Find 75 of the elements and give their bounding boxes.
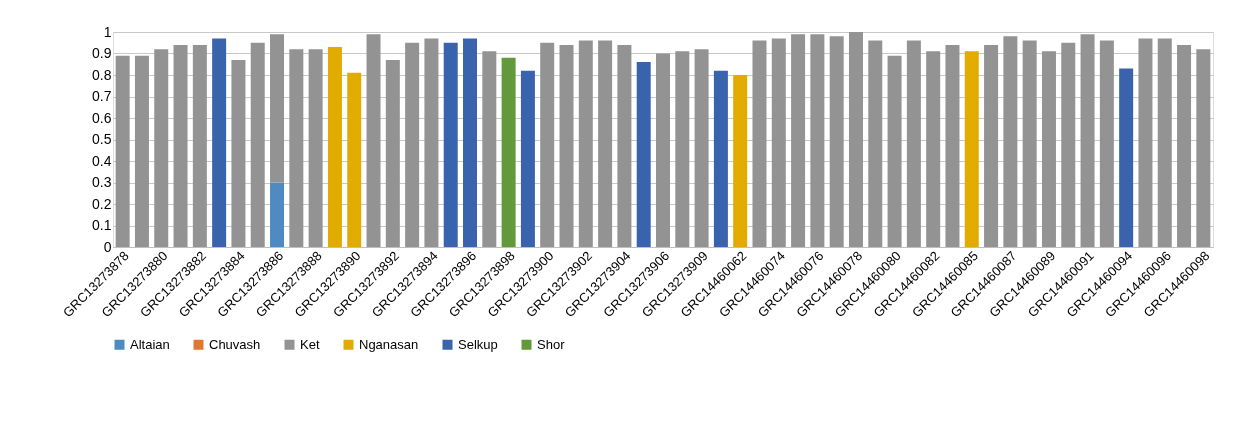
bar: [385, 59, 400, 247]
bar: [424, 38, 439, 247]
bar: [327, 47, 342, 247]
bar: [675, 51, 690, 247]
bar: [656, 53, 670, 247]
bar: [598, 40, 613, 247]
y-tick-label: 0.4: [92, 152, 112, 169]
bar: [1177, 44, 1192, 247]
bar: [964, 51, 979, 247]
legend-label: Selkup: [458, 336, 498, 352]
legend-label: Chuvash: [209, 336, 261, 352]
bar: [733, 75, 748, 247]
bar: [308, 49, 323, 247]
y-tick-label: 0.5: [92, 131, 112, 147]
bar: [1157, 38, 1172, 247]
bar: [520, 70, 535, 247]
bar: [154, 49, 169, 247]
bar: [771, 38, 786, 247]
y-tick-label: 0.1: [92, 217, 112, 233]
legend-label: Altaian: [130, 336, 170, 352]
bar: [906, 40, 921, 247]
bar: [578, 40, 593, 247]
bar: [173, 44, 188, 247]
bar: [501, 57, 516, 247]
bar: [115, 55, 130, 247]
bar: [212, 38, 227, 247]
bar: [482, 51, 497, 247]
legend-label: Ket: [300, 336, 320, 352]
bar: [713, 70, 728, 247]
legend-label: Shor: [537, 336, 566, 352]
bar: [231, 59, 246, 247]
bar: [192, 44, 207, 247]
bar: [134, 55, 149, 247]
y-tick-label: 0.2: [92, 195, 112, 212]
bar: [945, 44, 960, 247]
y-tick-label: 0.6: [92, 109, 112, 126]
bar: [984, 44, 999, 247]
bar: [559, 44, 574, 247]
bar: [848, 32, 863, 247]
bar: [270, 34, 285, 183]
bar: [636, 62, 651, 247]
bar: [270, 182, 285, 247]
bar: [887, 55, 902, 247]
bar: [443, 42, 458, 247]
bar: [250, 42, 265, 247]
bar: [1061, 42, 1076, 247]
bar: [405, 42, 420, 247]
bar: [752, 40, 767, 247]
bar: [926, 51, 941, 247]
bar: [1196, 49, 1211, 247]
bar: [347, 72, 362, 247]
bar: [463, 38, 478, 247]
bar: [810, 34, 825, 247]
y-tick-label: 1: [103, 23, 112, 40]
bar: [1003, 36, 1018, 247]
bar: [1099, 40, 1114, 247]
legend-label: Nganasan: [359, 336, 419, 352]
bar: [694, 49, 709, 247]
y-tick-label: 0.8: [92, 66, 112, 83]
bar: [868, 40, 883, 247]
y-tick-label: 0.7: [92, 88, 112, 104]
bar: [1138, 38, 1153, 247]
bar: [791, 34, 806, 247]
bar: [1022, 40, 1037, 247]
bar: [1041, 51, 1056, 247]
y-tick-label: 0: [103, 238, 112, 255]
bar: [829, 36, 844, 247]
y-tick-label: 0.3: [92, 174, 112, 190]
bar: [540, 42, 555, 247]
y-tick-label: 0.9: [92, 45, 112, 61]
bar: [1080, 34, 1095, 247]
bar: [289, 49, 304, 247]
bar: [366, 34, 381, 247]
bar: [617, 44, 632, 247]
bar: [1119, 68, 1134, 247]
